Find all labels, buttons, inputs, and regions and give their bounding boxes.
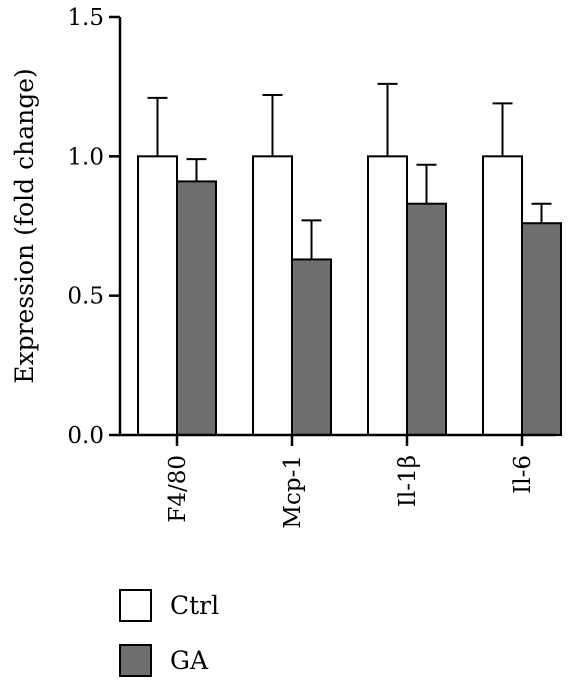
bar-ga [176, 180, 217, 436]
bar-ga [406, 202, 447, 436]
y-axis-title: Expression (fold change) [10, 68, 39, 384]
legend-swatch-ga [119, 644, 152, 677]
x-tick-label: Il-1β [395, 455, 421, 507]
bar-ctrl [482, 155, 523, 436]
x-axis [119, 433, 556, 446]
bar-ctrl [252, 155, 293, 436]
y-tick-label: 0.0 [67, 423, 104, 449]
y-tick-label: 1.0 [67, 144, 104, 170]
legend-label-ga: GA [170, 646, 209, 675]
legend: Ctrl GA [119, 589, 219, 677]
legend-label-ctrl: Ctrl [170, 591, 219, 620]
legend-swatch-ctrl [119, 589, 152, 622]
bar-ga [521, 222, 562, 436]
bar-ctrl [137, 155, 178, 436]
x-tick-label: Il-6 [510, 455, 536, 494]
y-tick-labels: 0.0 0.5 1.0 1.5 [67, 5, 104, 449]
x-tick-label: Mcp-1 [280, 455, 306, 529]
y-axis [109, 15, 122, 437]
y-tick-label: 0.5 [67, 284, 104, 310]
bar-ga [291, 258, 332, 436]
y-tick-label: 1.5 [67, 5, 104, 31]
x-tick-label: F4/80 [165, 455, 191, 523]
bar-ctrl [367, 155, 408, 436]
x-tick-labels: F4/80 Mcp-1 Il-1β Il-6 [165, 455, 536, 529]
bar-series [137, 82, 562, 436]
